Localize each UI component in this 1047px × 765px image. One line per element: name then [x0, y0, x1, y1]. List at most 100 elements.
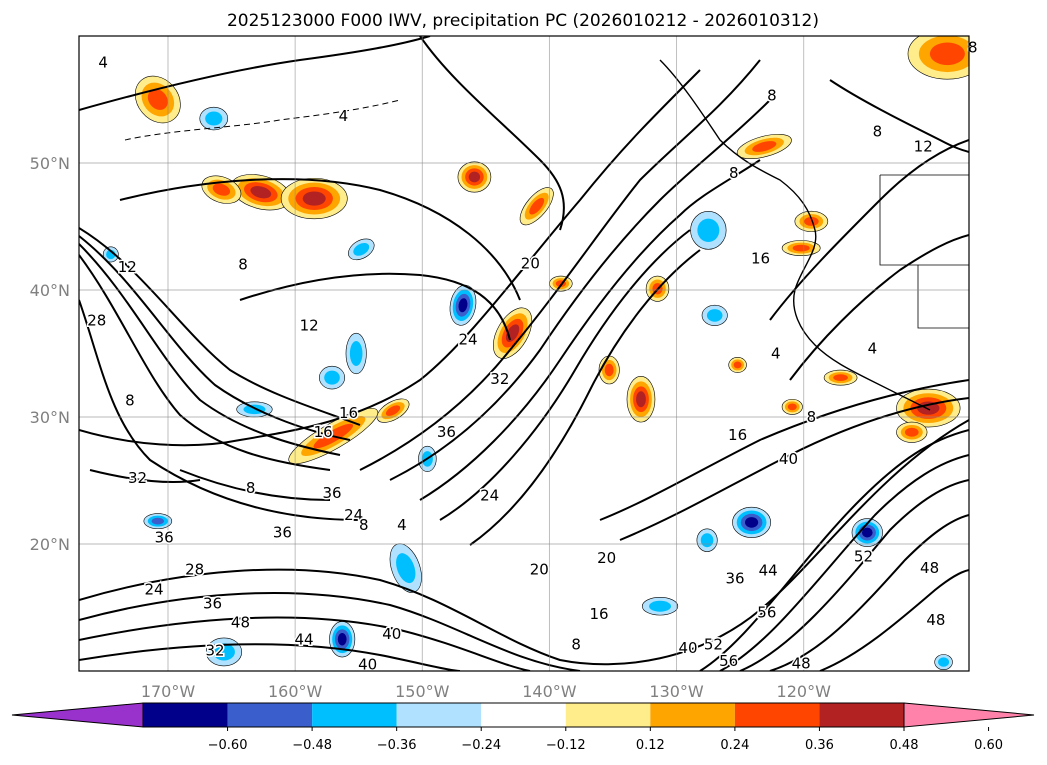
longitude-tick-label: 150°W [395, 682, 450, 701]
contour-label: 52 [854, 548, 873, 566]
latitude-tick-label: 40°N [30, 281, 70, 300]
longitude-tick-label: 130°W [649, 682, 704, 701]
precipitation-level [604, 363, 614, 377]
iwv-contour [719, 454, 969, 671]
contour-label: 48 [926, 611, 945, 629]
iwv-contour [819, 569, 969, 671]
precipitation-level [468, 171, 481, 183]
contour-label: 24 [459, 331, 478, 349]
contour-label: 36 [273, 524, 292, 542]
contour-label: 48 [231, 614, 250, 632]
map-background [79, 36, 969, 671]
precipitation-cell [794, 210, 829, 232]
contour-label: 8 [968, 38, 978, 56]
contour-label: 36 [203, 595, 222, 613]
precipitation-level [733, 361, 742, 369]
longitude-tick-labels: 170°W 160°W 150°W 140°W 130°W 120°W [141, 682, 831, 701]
iwv-contour [419, 36, 565, 231]
contour-label: 40 [678, 639, 697, 657]
precipitation-cell [736, 133, 792, 160]
precipitation-cell [345, 332, 367, 375]
precipitation-level [697, 218, 720, 243]
contour-label: 56 [719, 652, 738, 670]
contour-label: 48 [920, 559, 939, 577]
contour-label: 36 [437, 423, 456, 441]
precipitation-level [938, 657, 950, 667]
contour-label: 24 [480, 487, 499, 505]
precipitation-level [744, 517, 759, 528]
precipitation-cell [280, 177, 348, 220]
precipitation-level [792, 244, 810, 252]
map-grid [79, 36, 969, 671]
contour-label: 8 [125, 391, 135, 409]
iwv-contour [359, 59, 761, 471]
contour-label: 32 [490, 370, 509, 388]
colorbar-extend-high [903, 702, 1035, 728]
precipitation-cell [934, 654, 953, 671]
iwv-contour [79, 36, 431, 111]
contour-label: 36 [322, 484, 341, 502]
precipitation-level [250, 186, 272, 199]
iwv-contour [79, 227, 361, 426]
precipitation-cell [896, 388, 961, 428]
iwv-contour [79, 643, 461, 671]
contour-label: 8 [571, 635, 581, 653]
iwv-contour [439, 229, 691, 521]
contour-label: 8 [873, 122, 883, 140]
map-frame [78, 35, 970, 672]
colorbar-segment [565, 703, 651, 727]
precipitation-level [833, 374, 848, 382]
contour-label: 8 [807, 408, 817, 426]
iwv-contour [79, 254, 331, 471]
precipitation-cell [457, 161, 492, 193]
precipitation-cell [626, 376, 656, 423]
iwv-contour [79, 69, 701, 447]
contour-label: 8 [359, 516, 369, 534]
contour-label: 44 [759, 562, 778, 580]
contour-label: 16 [314, 423, 333, 441]
precipitation-level [205, 111, 223, 126]
precipitation-level [147, 89, 168, 110]
contour-label: 28 [185, 560, 204, 578]
precipitation-level [212, 183, 231, 196]
contour-label: 40 [779, 450, 798, 468]
precipitation-level [396, 553, 416, 584]
contour-label: 40 [382, 625, 401, 643]
precipitation-level [529, 197, 545, 215]
iwv-contour [829, 79, 969, 153]
contour-label: 4 [98, 54, 108, 72]
colorbar-segment [819, 703, 904, 727]
precipitation-cell [781, 398, 803, 415]
precipitation-cell [690, 211, 727, 250]
map-field [79, 36, 969, 671]
precipitation-level [337, 633, 347, 646]
precipitation-level [349, 341, 363, 366]
iwv-contour [619, 397, 969, 541]
precipitation-cell [896, 421, 928, 443]
precipitation-cell [781, 240, 821, 256]
longitude-tick-label: 120°W [777, 682, 832, 701]
colorbar-tick-label: −0.12 [546, 738, 586, 753]
colorbar-segment [650, 703, 735, 727]
iwv-contours [79, 36, 969, 671]
contour-label: 8 [238, 256, 248, 274]
contour-label: 4 [397, 516, 407, 534]
iwv-contour [239, 272, 511, 341]
contour-label: 48 [792, 654, 811, 672]
colorbar-tick-label: −0.48 [292, 738, 332, 753]
colorbar: −0.60 −0.48 −0.36 −0.24 −0.12 0.12 0.24 0.36 0.4… [11, 702, 1035, 753]
state-borders [879, 174, 969, 329]
colorbar-tick-label: 0.60 [974, 738, 1003, 753]
colorbar-tick-label: 0.12 [636, 738, 665, 753]
iwv-contour [419, 159, 761, 501]
precipitation-level [929, 42, 965, 66]
chart-title: 2025123000 F000 IWV, precipitation PC (2… [227, 11, 819, 31]
colorbar-segment [312, 703, 397, 727]
contour-label: 56 [757, 604, 776, 622]
contour-label: 20 [521, 254, 540, 272]
contour-label: 4 [771, 345, 781, 363]
precipitation-level [636, 391, 646, 408]
precipitation-cell [598, 355, 620, 385]
